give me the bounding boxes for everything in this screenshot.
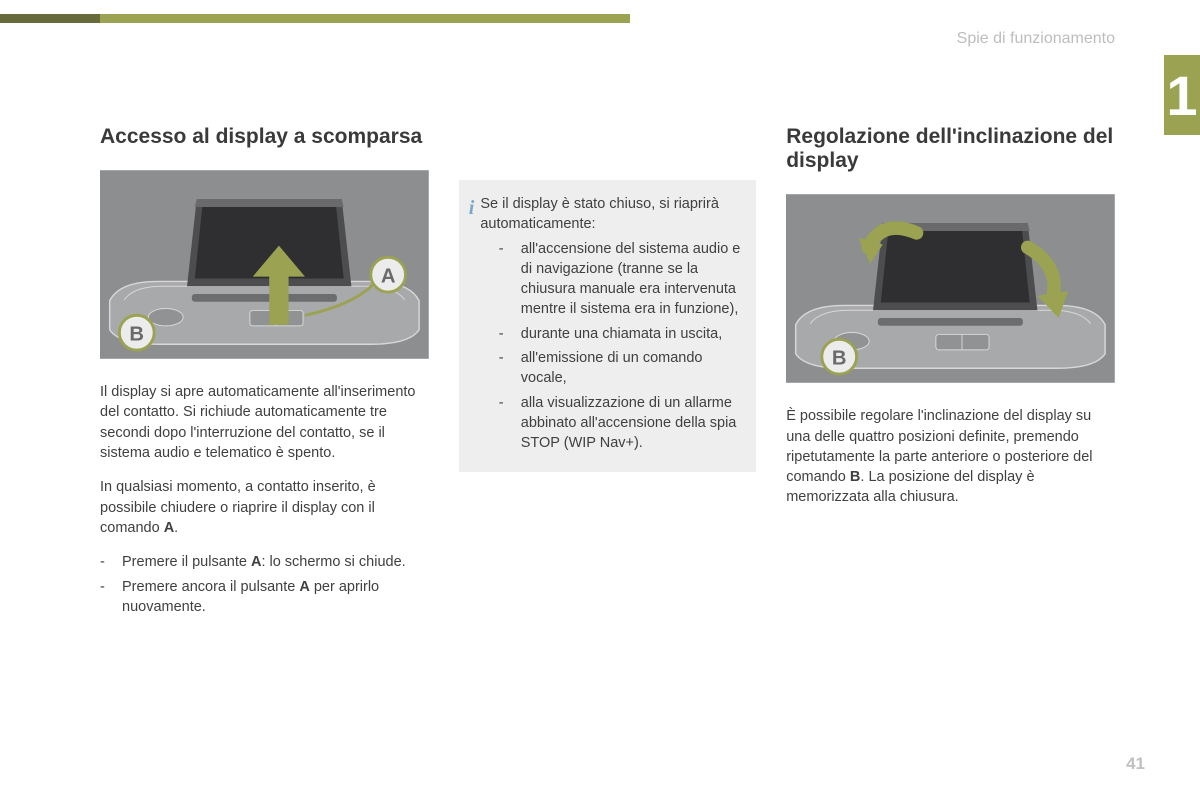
illustration-display-access: A B [100, 167, 429, 362]
left-para-1: Il display si apre automaticamente all'i… [100, 382, 429, 463]
accent-bar-dark [0, 14, 100, 23]
column-right: Regolazione dell'inclinazione del displa… [786, 125, 1115, 740]
bullet-bold: A [251, 554, 261, 570]
badge-b-label: B [129, 324, 144, 346]
illustration-display-tilt: B [786, 191, 1115, 386]
left-bullets: - Premere il pulsante A: lo schermo si c… [100, 552, 429, 617]
right-para-bold: B [850, 469, 860, 485]
bullet-pre: Premere il pulsante [122, 554, 251, 570]
column-middle: i Se il display è stato chiuso, si riapr… [459, 125, 756, 740]
bullet-pre: Premere ancora il pulsante [122, 579, 299, 595]
list-item: -durante una chiamata in uscita, [499, 324, 742, 344]
list-item: -alla visualizzazione di un allarme abbi… [499, 393, 742, 454]
list-item: -all'emissione di un comando vocale, [499, 348, 742, 389]
right-para: È possibile regolare l'inclinazione del … [786, 406, 1115, 507]
bullet-text: durante una chiamata in uscita, [521, 324, 742, 344]
top-accent-bar [0, 14, 630, 23]
chapter-number-tab: 1 [1164, 55, 1200, 135]
left-title: Accesso al display a scomparsa [100, 125, 429, 149]
info-bullets: -all'accensione del sistema audio e di n… [499, 239, 742, 454]
list-item: - Premere il pulsante A: lo schermo si c… [100, 552, 429, 572]
info-lead-text: Se il display è stato chiuso, si riaprir… [480, 194, 742, 235]
left-para2-bold: A [164, 520, 174, 536]
right-title: Regolazione dell'inclinazione del displa… [786, 125, 1115, 173]
badge-a-label: A [381, 266, 396, 288]
list-item: -all'accensione del sistema audio e di n… [499, 239, 742, 320]
left-para-2: In qualsiasi momento, a contatto inserit… [100, 477, 429, 538]
info-box: i Se il display è stato chiuso, si riapr… [459, 180, 756, 472]
bullet-post: : lo schermo si chiude. [261, 554, 405, 570]
info-icon: i [469, 194, 475, 235]
list-item: - Premere ancora il pulsante A per aprir… [100, 577, 429, 618]
left-para2-post: . [174, 520, 178, 536]
left-para2-pre: In qualsiasi momento, a contatto inserit… [100, 479, 376, 536]
bullet-text: all'emissione di un comando vocale, [521, 348, 742, 389]
section-header: Spie di funzionamento [957, 30, 1115, 48]
bullet-bold: A [299, 579, 309, 595]
info-lead-row: i Se il display è stato chiuso, si riapr… [469, 194, 742, 235]
badge-b-label: B [832, 348, 847, 370]
page-content: Accesso al display a scomparsa [100, 125, 1115, 740]
page-number: 41 [1126, 754, 1145, 774]
bullet-text: all'accensione del sistema audio e di na… [521, 239, 742, 320]
bullet-text: alla visualizzazione di un allarme abbin… [521, 393, 742, 454]
column-left: Accesso al display a scomparsa [100, 125, 429, 740]
